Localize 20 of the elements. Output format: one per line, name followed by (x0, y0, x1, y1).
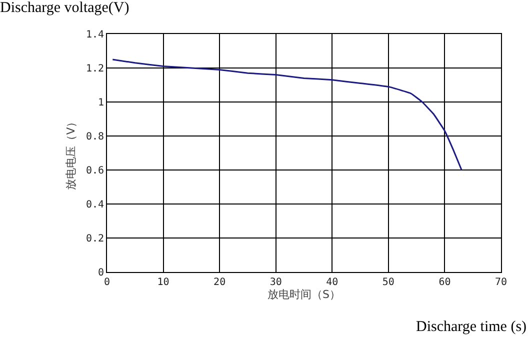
y-tick-label: 1.4 (86, 30, 104, 40)
x-tick-label: 70 (494, 277, 508, 288)
y-tick-label: 0.4 (86, 200, 104, 210)
y-tick-label: 0.8 (86, 132, 104, 142)
x-tick-label: 10 (157, 277, 170, 288)
x-tick-label: 60 (438, 277, 451, 288)
x-tick-label: 50 (382, 277, 394, 288)
x-tick-label: 20 (214, 277, 226, 288)
y-tick-label: 0.2 (86, 234, 104, 244)
text: Discharge time (s) (416, 319, 527, 335)
y-axis-title: 放电电压（V） (64, 116, 78, 190)
y-tick-label: 0 (98, 268, 104, 278)
y-tick-label: 1.2 (86, 64, 104, 74)
x-axis-title: 放电时间（S） (268, 288, 340, 301)
chart-title: Discharge voltage(V) (0, 0, 130, 16)
line-series (112, 58, 462, 171)
y-tick-label: 1 (98, 98, 104, 108)
x-tick-label: 30 (270, 277, 282, 288)
y-tick-label: 0.6 (86, 166, 104, 176)
x-tick-label: 40 (326, 277, 338, 288)
